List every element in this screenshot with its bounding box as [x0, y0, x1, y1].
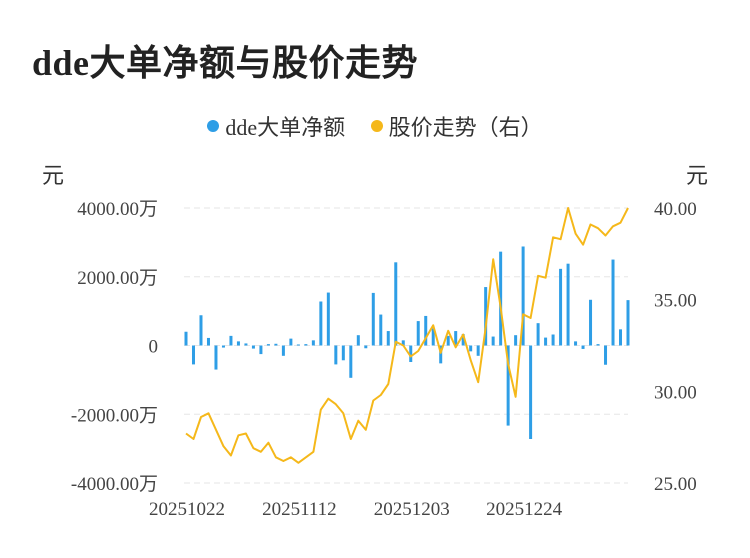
bar[interactable] [521, 246, 525, 346]
legend-item-price[interactable]: 股价走势（右） [370, 110, 543, 142]
bar[interactable] [574, 341, 578, 346]
left-tick-label: -2000.00万 [71, 405, 158, 426]
bar[interactable] [514, 335, 518, 346]
bar[interactable] [506, 345, 510, 426]
legend-item-dde[interactable]: dde大单净额 [207, 110, 345, 142]
bar[interactable] [206, 337, 210, 346]
bar[interactable] [296, 344, 300, 346]
bar[interactable] [266, 344, 270, 346]
right-axis-unit: 元 [685, 163, 708, 188]
chart-title: dde大单净额与股价走势 [32, 43, 419, 83]
bar[interactable] [244, 343, 248, 346]
bar[interactable] [469, 345, 473, 352]
bar[interactable] [251, 345, 255, 349]
right-tick-label: 25.00 [654, 474, 697, 495]
bar[interactable] [386, 331, 390, 346]
bar[interactable] [529, 345, 533, 440]
x-tick-label: 20251224 [486, 499, 563, 520]
right-tick-label: 40.00 [654, 199, 697, 220]
bar[interactable] [611, 259, 615, 346]
chart-legend: dde大单净额 股价走势（右） [0, 110, 750, 142]
bar[interactable] [581, 345, 585, 349]
x-tick-label: 20251022 [149, 499, 225, 520]
bar[interactable] [439, 345, 443, 364]
bar[interactable] [431, 328, 435, 346]
bar[interactable] [536, 323, 540, 346]
bar[interactable] [191, 345, 195, 365]
x-tick-label: 20251203 [374, 499, 450, 520]
bar[interactable] [379, 314, 383, 346]
bar[interactable] [416, 321, 420, 346]
left-tick-label: 2000.00万 [77, 268, 158, 289]
price-line[interactable] [185, 207, 629, 464]
bar[interactable] [499, 251, 503, 346]
bar[interactable] [281, 345, 285, 356]
axis-labels: 4000.00万 2000.00万 0 -2000.00万 -4000.00万 40.00… [71, 199, 697, 520]
bar[interactable] [626, 300, 630, 346]
bar[interactable] [304, 344, 308, 346]
right-tick-label: 30.00 [654, 382, 697, 403]
bar[interactable] [566, 263, 570, 346]
bar[interactable] [236, 341, 240, 346]
left-tick-label: -4000.00万 [71, 474, 158, 495]
bar[interactable] [589, 299, 593, 346]
left-tick-label: 0 [149, 337, 159, 358]
bar[interactable] [476, 345, 480, 356]
bar[interactable] [394, 262, 398, 346]
bar[interactable] [604, 345, 608, 365]
bar[interactable] [311, 340, 315, 346]
bar[interactable] [319, 301, 323, 346]
bar[interactable] [364, 345, 368, 349]
bar[interactable] [199, 315, 203, 346]
grid-lines [184, 207, 628, 484]
bar[interactable] [454, 331, 458, 346]
bar[interactable] [229, 335, 233, 346]
bar[interactable] [274, 343, 278, 346]
bar[interactable] [559, 268, 563, 346]
bar[interactable] [184, 331, 188, 346]
legend-label-dde: dde大单净额 [225, 115, 346, 140]
bar[interactable] [484, 287, 488, 346]
legend-label-price: 股价走势（右） [388, 115, 543, 140]
bar[interactable] [214, 345, 218, 370]
left-axis-unit: 元 [42, 163, 65, 188]
bar-series [184, 246, 630, 440]
bar[interactable] [619, 329, 623, 346]
bar[interactable] [551, 334, 555, 346]
legend-dot-dde [207, 120, 220, 132]
bar[interactable] [259, 345, 263, 355]
bar[interactable] [289, 338, 293, 346]
bar[interactable] [349, 345, 353, 378]
bar[interactable] [341, 345, 345, 361]
legend-dot-price [370, 120, 383, 132]
bar[interactable] [371, 292, 375, 346]
bar[interactable] [424, 315, 428, 346]
right-tick-label: 35.00 [654, 291, 697, 312]
bar[interactable] [326, 292, 330, 346]
bar[interactable] [409, 345, 413, 363]
bar[interactable] [221, 345, 225, 348]
bar[interactable] [401, 340, 405, 346]
bar[interactable] [596, 344, 600, 346]
bar[interactable] [491, 336, 495, 346]
bar[interactable] [544, 337, 548, 346]
bar[interactable] [334, 345, 338, 365]
x-tick-label: 20251112 [262, 499, 337, 520]
line-series [185, 207, 629, 464]
bar[interactable] [446, 335, 450, 346]
left-tick-label: 4000.00万 [77, 199, 158, 220]
bar[interactable] [461, 334, 465, 346]
bar[interactable] [356, 335, 360, 346]
